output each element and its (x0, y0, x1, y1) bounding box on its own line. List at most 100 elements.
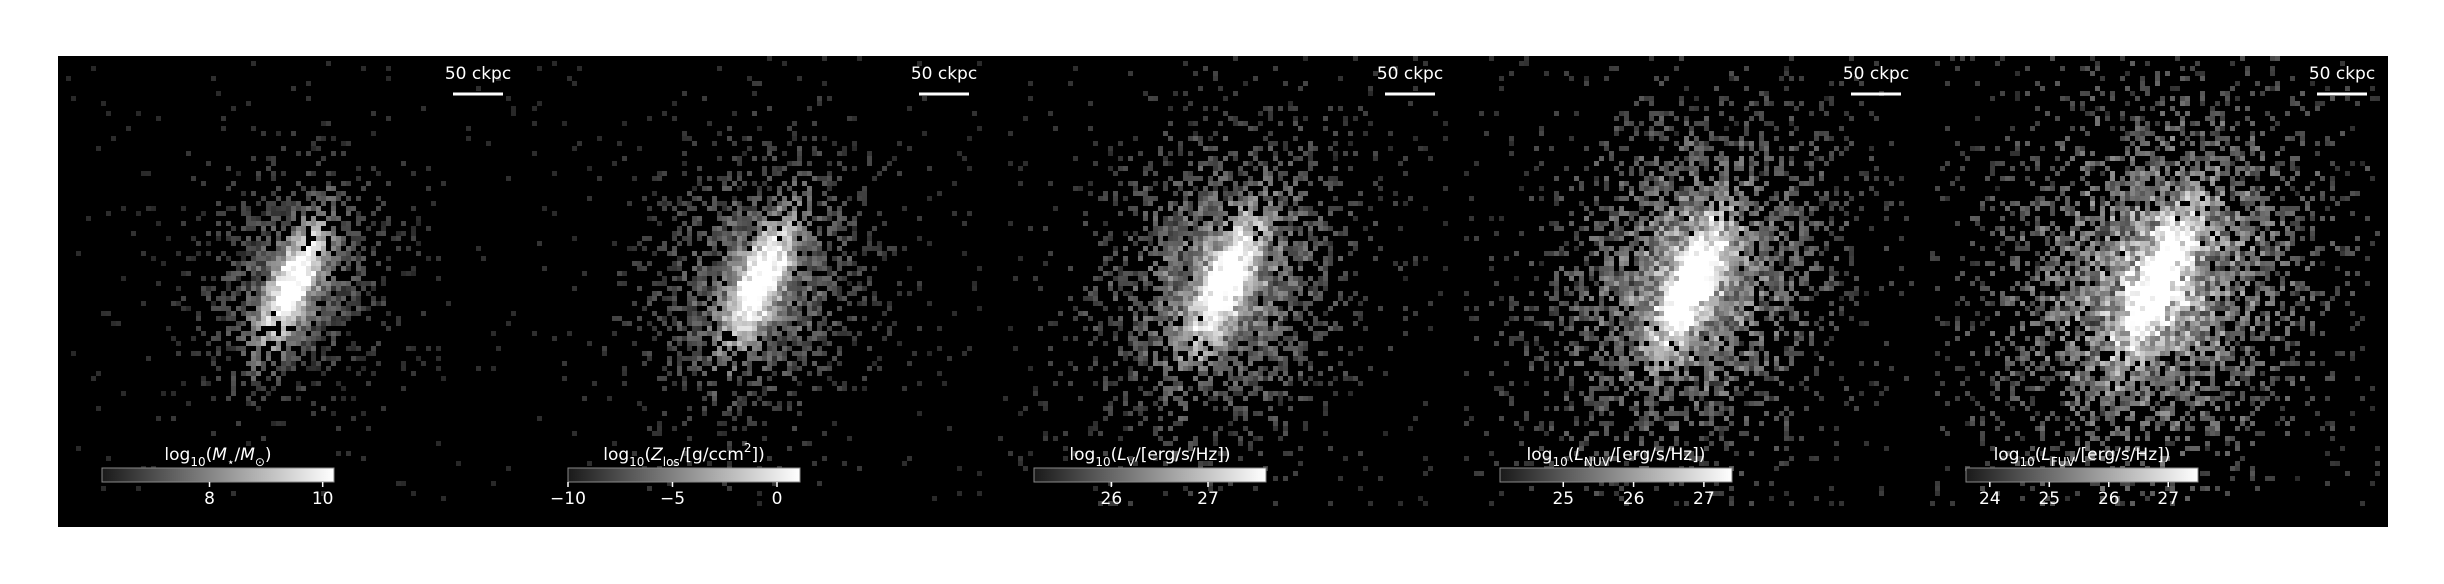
pixel (376, 196, 381, 201)
pixel (1158, 436, 1163, 441)
pixel (1423, 471, 1428, 476)
pixel (702, 311, 707, 316)
pixel (1273, 206, 1278, 211)
pixel (1253, 206, 1258, 211)
pixel (1093, 381, 1098, 386)
pixel (1584, 146, 1589, 151)
pixel (1178, 251, 1183, 256)
pixel (291, 366, 296, 371)
pixel (276, 291, 281, 296)
pixel (1108, 146, 1113, 151)
pixel (1233, 56, 1238, 61)
pixel (1639, 341, 1644, 346)
pixel (817, 201, 822, 206)
pixel (356, 296, 361, 301)
pixel (1569, 211, 1574, 216)
pixel (251, 286, 256, 291)
pixel (281, 421, 286, 426)
pixel (687, 241, 692, 246)
pixel (882, 221, 887, 226)
pixel (1213, 106, 1218, 111)
pixel (1639, 421, 1644, 426)
pixel (732, 276, 737, 281)
pixel (236, 266, 241, 271)
pixel (1534, 306, 1539, 311)
pixel (1629, 426, 1634, 431)
pixel (1634, 336, 1639, 341)
pixel (1193, 221, 1198, 226)
pixel (1203, 231, 1208, 236)
pixel (692, 351, 697, 356)
pixel (1258, 286, 1263, 291)
pixel (742, 401, 747, 406)
pixel (1103, 191, 1108, 196)
pixel (717, 231, 722, 236)
pixel (852, 231, 857, 236)
pixel (1293, 201, 1298, 206)
pixel (381, 276, 386, 281)
pixel (1594, 451, 1599, 456)
pixel (1288, 191, 1293, 196)
pixel (1093, 291, 1098, 296)
pixel (742, 151, 747, 156)
pixel (1418, 496, 1423, 501)
pixel (1624, 366, 1629, 371)
pixel (1108, 316, 1113, 321)
pixel (772, 311, 777, 316)
pixel (632, 246, 637, 251)
pixel (742, 206, 747, 211)
pixel (702, 301, 707, 306)
pixel (1273, 476, 1278, 481)
pixel (351, 296, 356, 301)
pixel (1318, 321, 1323, 326)
pixel (1218, 361, 1223, 366)
pixel (321, 291, 326, 296)
pixel (1283, 241, 1288, 246)
pixel (682, 256, 687, 261)
pixel (652, 431, 657, 436)
pixel (286, 216, 291, 221)
pixel (1168, 246, 1173, 251)
pixel (1609, 231, 1614, 236)
pixel (722, 311, 727, 316)
pixel (1348, 391, 1353, 396)
pixel (1258, 191, 1263, 196)
pixel (1193, 121, 1198, 126)
pixel (1213, 131, 1218, 136)
pixel (186, 151, 191, 156)
pixel (1619, 291, 1624, 296)
pixel (216, 91, 221, 96)
pixel (1298, 251, 1303, 256)
pixel (847, 236, 852, 241)
pixel (256, 271, 261, 276)
pixel (1188, 101, 1193, 106)
pixel (1193, 346, 1198, 351)
pixel (1443, 136, 1448, 141)
pixel (276, 261, 281, 266)
pixel (772, 291, 777, 296)
pixel (782, 356, 787, 361)
pixel (817, 231, 822, 236)
pixel (1328, 256, 1333, 261)
pixel (1118, 166, 1123, 171)
pixel (1248, 251, 1253, 256)
pixel (1098, 276, 1103, 281)
pixel (1368, 366, 1373, 371)
pixel (827, 311, 832, 316)
pixel (1133, 206, 1138, 211)
pixel (1313, 331, 1318, 336)
pixel (1133, 376, 1138, 381)
pixel (1213, 181, 1218, 186)
pixel (767, 196, 772, 201)
pixel (777, 336, 782, 341)
pixel (281, 336, 286, 341)
pixel (1168, 281, 1173, 286)
pixel (1584, 436, 1589, 441)
pixel (1554, 281, 1559, 286)
pixel (642, 351, 647, 356)
pixel (637, 261, 642, 266)
pixel (361, 216, 366, 221)
pixel (311, 326, 316, 331)
pixel (1634, 451, 1639, 456)
pixel (677, 196, 682, 201)
